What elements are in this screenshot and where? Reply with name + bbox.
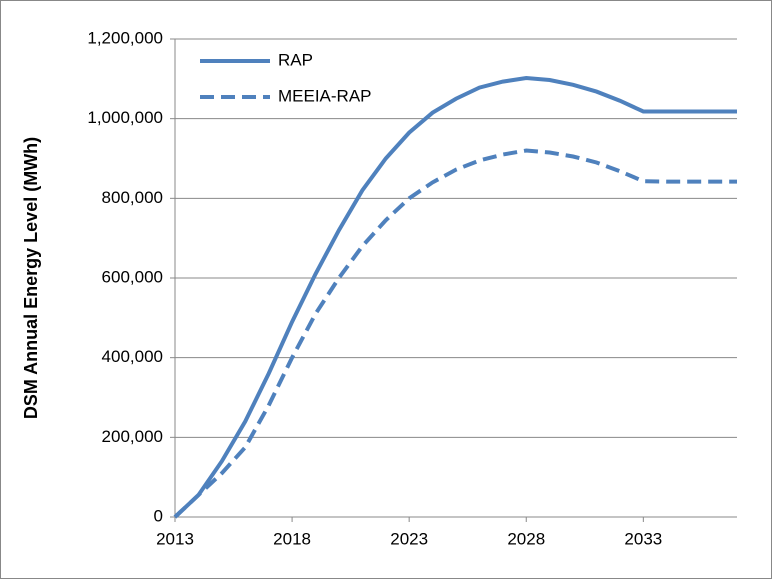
y-axis-label: DSM Annual Energy Level (MWh)	[21, 137, 41, 419]
x-tick-label: 2023	[390, 529, 428, 548]
legend-label: MEEIA-RAP	[278, 86, 372, 105]
y-tick-label: 600,000	[102, 267, 163, 286]
series-line	[173, 148, 737, 519]
legend-label: RAP	[278, 50, 313, 69]
y-tick-label: 1,200,000	[87, 28, 163, 47]
y-tick-label: 200,000	[102, 427, 163, 446]
y-tick-label: 1,000,000	[87, 108, 163, 127]
x-tick-label: 2018	[273, 529, 311, 548]
y-tick-label: 800,000	[102, 188, 163, 207]
x-tick-label: 2013	[156, 529, 194, 548]
x-tick-label: 2033	[624, 529, 662, 548]
x-tick-label: 2028	[507, 529, 545, 548]
y-tick-label: 0	[154, 506, 163, 525]
series-line	[173, 76, 737, 519]
y-tick-label: 400,000	[102, 347, 163, 366]
